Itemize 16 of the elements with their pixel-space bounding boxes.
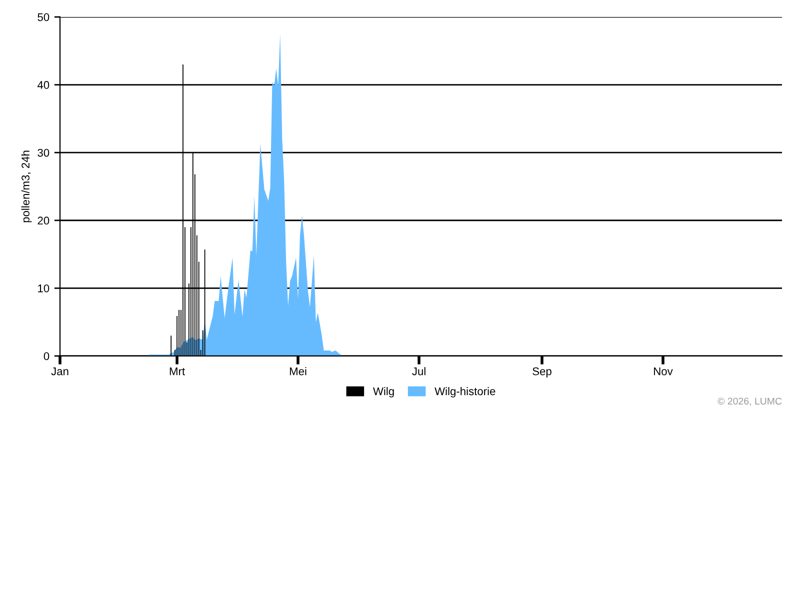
y-tick-label: 10 bbox=[38, 284, 50, 292]
y-tick-label: 30 bbox=[38, 148, 50, 157]
x-tick-label: Mrt bbox=[170, 368, 185, 376]
y-axis-title: pollen/m3, 24h bbox=[21, 150, 32, 222]
x-tick-label: Jul bbox=[412, 367, 426, 376]
y-tick-label: 0 bbox=[44, 352, 50, 360]
x-tick-label: Jan bbox=[51, 368, 68, 376]
text: © 2026, LUMC bbox=[718, 398, 782, 406]
legend-label: Wilg-historie bbox=[434, 387, 496, 398]
y-tick-label: 50 bbox=[38, 13, 50, 22]
x-tick-label: Sep bbox=[532, 367, 552, 378]
x-tick-label: Nov bbox=[654, 368, 673, 376]
y-tick-label: 20 bbox=[38, 216, 50, 225]
legend-label: Wilg bbox=[373, 387, 394, 398]
y-tick-label: 40 bbox=[37, 81, 50, 89]
x-tick-label: Mei bbox=[290, 367, 306, 376]
